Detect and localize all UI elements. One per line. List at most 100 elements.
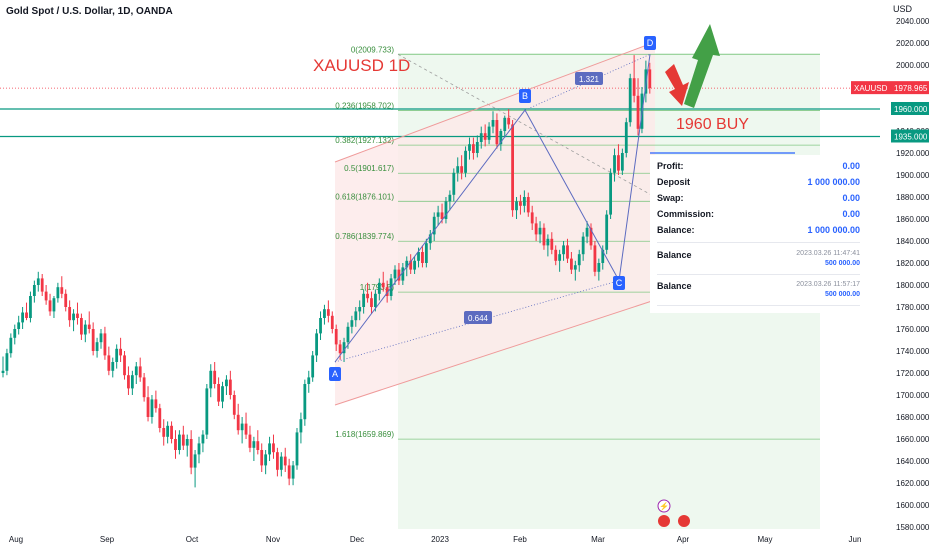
price-tag-current[interactable]: XAUUSD 1978.965 [851, 81, 929, 95]
candle-body[interactable] [170, 425, 173, 439]
candle-body[interactable] [146, 397, 150, 417]
candle-body[interactable] [374, 293, 377, 307]
candle-body[interactable] [283, 456, 287, 466]
candle-body[interactable] [221, 386, 224, 402]
candle-body[interactable] [624, 122, 628, 153]
candle-body[interactable] [178, 434, 181, 450]
candle-body[interactable] [95, 342, 99, 351]
candle-body[interactable] [440, 212, 444, 219]
candle-body[interactable] [522, 197, 526, 206]
candle-body[interactable] [515, 201, 518, 211]
candle-body[interactable] [495, 120, 499, 145]
candle-body[interactable] [307, 377, 311, 384]
candle-body[interactable] [21, 312, 24, 323]
candle-body[interactable] [162, 428, 166, 437]
harmonic-pattern-layer[interactable]: A B C D 0.644 1.321 ⚡ [329, 36, 690, 527]
candle-body[interactable] [558, 254, 562, 261]
candle-body[interactable] [326, 309, 330, 316]
candle-body[interactable] [436, 212, 440, 217]
candle-body[interactable] [315, 333, 318, 356]
candle-body[interactable] [534, 223, 538, 235]
candle-body[interactable] [80, 318, 83, 335]
pattern-point[interactable]: D [644, 36, 656, 50]
us-flag-icon[interactable] [658, 515, 670, 527]
candle-body[interactable] [142, 377, 146, 398]
candle-body[interactable] [185, 439, 189, 446]
candle-body[interactable] [424, 243, 428, 263]
candle-body[interactable] [479, 133, 483, 142]
candle-body[interactable] [432, 216, 436, 235]
candle-body[interactable] [119, 348, 122, 356]
candle-body[interactable] [158, 408, 162, 428]
candle-body[interactable] [87, 324, 91, 329]
candle-body[interactable] [83, 324, 87, 335]
candle-body[interactable] [91, 329, 95, 351]
candle-body[interactable] [338, 344, 342, 354]
candle-body[interactable] [475, 142, 479, 153]
candle-body[interactable] [111, 362, 115, 371]
candle-body[interactable] [354, 311, 358, 321]
candle-body[interactable] [377, 282, 381, 294]
candle-body[interactable] [503, 117, 507, 131]
candle-body[interactable] [460, 166, 464, 173]
candle-body[interactable] [428, 234, 432, 244]
candle-body[interactable] [244, 423, 248, 435]
candle-body[interactable] [491, 120, 495, 127]
candle-body[interactable] [334, 329, 338, 345]
candle-body[interactable] [526, 197, 530, 213]
candle-body[interactable] [589, 227, 593, 246]
candle-body[interactable] [370, 298, 373, 307]
candle-body[interactable] [123, 355, 126, 376]
candle-body[interactable] [577, 254, 581, 266]
time-axis[interactable]: Aug Sep Oct Nov Dec 2023 Feb Mar Apr May Jun [0, 530, 932, 550]
candle-body[interactable] [519, 201, 522, 206]
candle-body[interactable] [260, 450, 264, 466]
candle-body[interactable] [632, 78, 636, 96]
candle-body[interactable] [225, 379, 228, 387]
candle-body[interactable] [189, 439, 193, 468]
candle-body[interactable] [573, 265, 577, 270]
candle-body[interactable] [601, 249, 605, 263]
candle-body[interactable] [252, 441, 256, 448]
pattern-line[interactable] [334, 54, 651, 363]
candle-body[interactable] [550, 238, 554, 250]
candle-body[interactable] [405, 260, 409, 268]
candle-body[interactable] [362, 293, 366, 307]
candle-body[interactable] [421, 252, 424, 263]
candle-body[interactable] [268, 443, 271, 455]
candle-body[interactable] [628, 78, 632, 123]
candle-body[interactable] [342, 342, 346, 354]
candle-body[interactable] [452, 172, 456, 195]
candle-body[interactable] [276, 452, 279, 470]
candle-body[interactable] [323, 309, 326, 318]
candle-body[interactable] [130, 375, 134, 389]
candle-body[interactable] [213, 370, 217, 384]
candle-body[interactable] [29, 296, 32, 318]
candle-body[interactable] [13, 329, 17, 338]
candle-body[interactable] [581, 236, 585, 255]
candle-body[interactable] [134, 366, 138, 376]
price-tag-level[interactable]: 1935.000 [891, 129, 929, 143]
event-markers[interactable]: ⚡ [657, 499, 690, 527]
candle-body[interactable] [381, 282, 385, 288]
candle-body[interactable] [468, 144, 471, 151]
candle-body[interactable] [205, 388, 209, 435]
candle-body[interactable] [566, 245, 569, 259]
candle-body[interactable] [248, 434, 252, 448]
candle-body[interactable] [483, 133, 487, 140]
candle-body[interactable] [5, 353, 9, 371]
pattern-point[interactable]: C [613, 276, 625, 290]
candle-body[interactable] [287, 465, 291, 479]
candle-body[interactable] [585, 227, 589, 237]
candle-body[interactable] [593, 245, 597, 272]
candle-body[interactable] [17, 322, 21, 329]
candle-body[interactable] [487, 126, 491, 140]
candle-body[interactable] [546, 238, 550, 246]
price-axis[interactable]: 1580.000 1600.000 1620.000 1640.000 1660.000… [851, 0, 932, 550]
candle-body[interactable] [350, 320, 354, 327]
candle-body[interactable] [409, 260, 413, 270]
candle-body[interactable] [393, 269, 397, 279]
candle-body[interactable] [397, 269, 401, 281]
candle-body[interactable] [193, 454, 197, 468]
candle-body[interactable] [346, 326, 350, 343]
